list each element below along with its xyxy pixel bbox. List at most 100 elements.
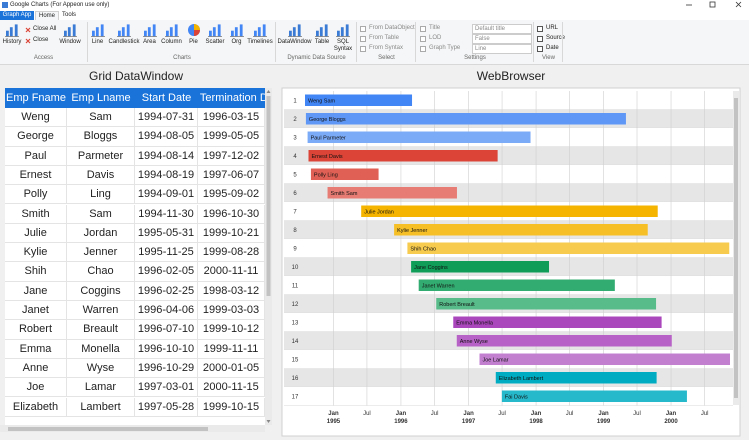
bar-label: Paul Parmeter: [311, 135, 346, 141]
window-controls[interactable]: [684, 1, 746, 9]
grid-cell[interactable]: Polly: [5, 185, 67, 205]
checkbox[interactable]: Source: [537, 35, 565, 43]
ribbon-button[interactable]: Org: [228, 22, 245, 54]
tab[interactable]: Home: [35, 11, 59, 21]
ribbon-button[interactable]: From DataObject: [360, 25, 415, 33]
grid-cell[interactable]: Weng: [5, 108, 67, 128]
tab[interactable]: Graph App: [0, 11, 34, 20]
grid-cell[interactable]: 1999-10-21: [198, 223, 265, 244]
ribbon-button[interactable]: SQL Syntax: [333, 22, 353, 54]
grid-cell[interactable]: 1997-03-01: [135, 378, 198, 398]
horizontal-scrollbar[interactable]: [0, 425, 265, 432]
grid-cell[interactable]: Robert: [5, 320, 67, 340]
grid-cell[interactable]: Coggins: [67, 281, 135, 301]
ribbon-button[interactable]: From Syntax: [360, 45, 414, 53]
grid-cell[interactable]: Shih: [5, 262, 67, 282]
grid-cell[interactable]: Jenner: [67, 243, 135, 263]
grid-cell[interactable]: Sam: [67, 204, 135, 224]
grid-cell[interactable]: 1997-05-28: [135, 397, 198, 417]
checkbox[interactable]: URL: [537, 25, 561, 33]
ribbon-button[interactable]: DataWindow: [277, 22, 312, 54]
ribbon-button[interactable]: Candlestick: [106, 22, 142, 54]
grid-cell[interactable]: 1999-10-12: [198, 320, 265, 340]
grid-cell[interactable]: Julie: [5, 223, 67, 244]
tab[interactable]: Tools: [61, 12, 76, 18]
column-header[interactable]: Emp Lname: [67, 88, 136, 108]
grid-cell[interactable]: 1996-02-05: [135, 262, 198, 282]
dropdown[interactable]: False: [472, 34, 532, 44]
grid-scrollbars[interactable]: [265, 88, 272, 432]
grid-cell[interactable]: 1996-02-25: [135, 281, 198, 301]
grid-cell[interactable]: 1996-04-06: [135, 301, 198, 321]
grid-cell[interactable]: Kylie: [5, 243, 67, 263]
ribbon-button[interactable]: Close: [25, 37, 55, 45]
grid-cell[interactable]: 1997-06-07: [198, 165, 265, 186]
grid-cell[interactable]: Ling: [67, 185, 135, 205]
grid-cell[interactable]: 1999-10-15: [198, 397, 265, 417]
grid-cell[interactable]: 1999-03-03: [198, 301, 265, 321]
grid-cell[interactable]: Jane: [5, 281, 67, 301]
column-header[interactable]: Emp Fname: [5, 88, 68, 108]
ribbon-button[interactable]: Scatter: [203, 22, 227, 54]
grid-cell[interactable]: Smith: [5, 204, 67, 224]
grid-cell[interactable]: 1994-08-19: [135, 165, 198, 186]
checkbox[interactable]: Date: [537, 45, 561, 53]
grid-cell[interactable]: 1996-10-10: [135, 339, 198, 359]
grid-cell[interactable]: Breault: [67, 320, 135, 340]
grid-cell[interactable]: 1994-11-30: [135, 204, 198, 224]
grid-cell[interactable]: Lambert: [67, 397, 135, 417]
grid-cell[interactable]: 1995-05-31: [135, 223, 198, 244]
grid-cell[interactable]: 1996-10-29: [135, 358, 198, 379]
grid-cell[interactable]: 2000-11-11: [198, 262, 265, 282]
grid-cell[interactable]: Warren: [67, 301, 135, 321]
grid-cell[interactable]: 1996-07-10: [135, 320, 198, 340]
grid-cell[interactable]: Janet: [5, 301, 67, 321]
grid-cell[interactable]: 1994-07-31: [135, 108, 198, 128]
ribbon-button[interactable]: Line: [89, 22, 106, 54]
grid-cell[interactable]: 1999-08-28: [198, 243, 265, 263]
grid-cell[interactable]: Lamar: [67, 378, 135, 398]
column-header[interactable]: Start Date: [135, 88, 199, 108]
grid-cell[interactable]: 1996-10-30: [198, 204, 265, 224]
grid-cell[interactable]: Sam: [67, 108, 135, 128]
grid-cell[interactable]: Jordan: [67, 223, 135, 244]
grid-cell[interactable]: 1997-12-02: [198, 146, 265, 166]
grid-cell[interactable]: Emma: [5, 339, 67, 359]
dropdown[interactable]: Line: [472, 44, 532, 54]
grid-cell[interactable]: Paul: [5, 146, 67, 166]
grid-cell[interactable]: 1998-03-12: [198, 281, 265, 301]
ribbon-button[interactable]: Column: [159, 22, 184, 54]
ribbon-button[interactable]: Pie: [185, 22, 202, 54]
grid-cell[interactable]: 1999-05-05: [198, 127, 265, 147]
dropdown[interactable]: Default title: [472, 24, 532, 34]
ribbon-button[interactable]: Close All: [25, 26, 56, 34]
grid-cell[interactable]: Bloggs: [67, 127, 135, 147]
grid-cell[interactable]: 1995-09-02: [198, 185, 265, 205]
grid-cell[interactable]: Anne: [5, 358, 67, 379]
grid-cell[interactable]: Joe: [5, 378, 67, 398]
scroll-thumb[interactable]: [8, 426, 208, 431]
grid-cell[interactable]: 1999-11-11: [198, 339, 265, 359]
grid-cell[interactable]: 1994-08-14: [135, 146, 198, 166]
ribbon-button[interactable]: History: [2, 22, 22, 54]
grid-cell[interactable]: Monella: [67, 339, 135, 359]
grid-cell[interactable]: Davis: [67, 165, 135, 186]
ribbon-button[interactable]: Area: [141, 22, 158, 54]
grid-cell[interactable]: Chao: [67, 262, 135, 282]
grid-cell[interactable]: George: [5, 127, 67, 147]
grid-cell[interactable]: Elizabeth: [5, 397, 67, 417]
grid-cell[interactable]: Wyse: [67, 358, 135, 379]
ribbon-button[interactable]: Timelines: [246, 22, 274, 54]
grid-cell[interactable]: 1996-03-15: [198, 108, 265, 128]
ribbon-button[interactable]: Window: [56, 22, 84, 54]
ribbon-button[interactable]: From Table: [360, 35, 414, 43]
grid-cell[interactable]: Parmeter: [67, 146, 135, 166]
ribbon-button[interactable]: Table: [313, 22, 331, 54]
column-header[interactable]: Termination Date: [198, 88, 265, 108]
grid-cell[interactable]: 2000-11-15: [198, 378, 265, 398]
grid-cell[interactable]: 1995-11-25: [135, 243, 198, 263]
grid-cell[interactable]: 1994-08-05: [135, 127, 198, 147]
grid-cell[interactable]: 2000-01-05: [198, 358, 265, 379]
grid-cell[interactable]: 1994-09-01: [135, 185, 198, 205]
grid-cell[interactable]: Ernest: [5, 165, 67, 186]
